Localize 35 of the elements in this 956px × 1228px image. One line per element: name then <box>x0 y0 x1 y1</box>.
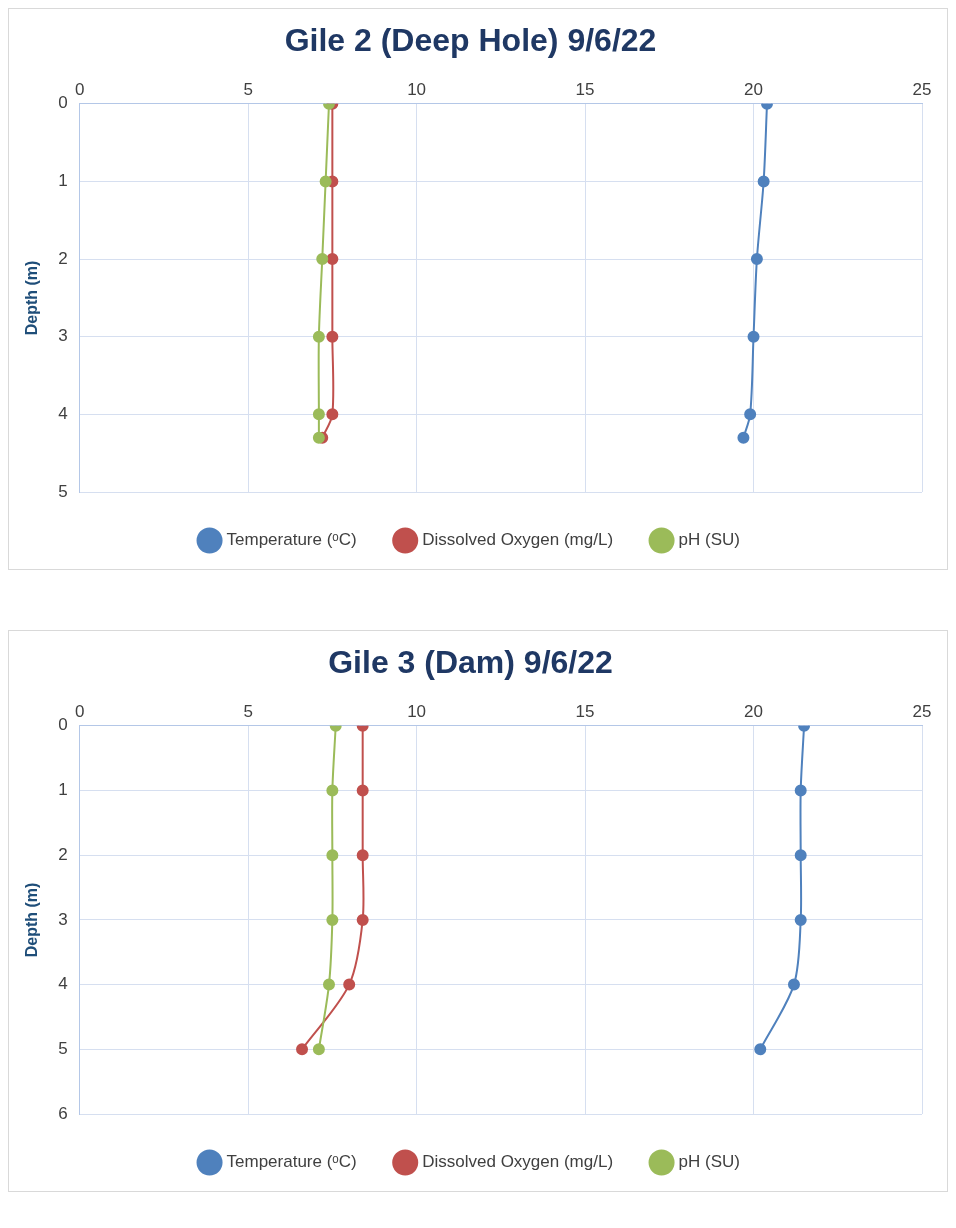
y-tick-label: 1 <box>58 780 68 800</box>
x-tick-label: 15 <box>575 80 595 100</box>
x-tick-label: 5 <box>243 80 253 100</box>
x-tick-label: 20 <box>744 80 763 100</box>
y-tick-label: 5 <box>58 481 68 501</box>
y-tick-label: 5 <box>58 1038 68 1058</box>
y-tick-label: 3 <box>58 326 68 346</box>
x-tick-label: 0 <box>74 80 85 100</box>
y-tick-label: 6 <box>58 1103 68 1123</box>
x-tick-label: 5 <box>243 702 253 722</box>
legend-label: Dissolved Oxygen (mg/L) <box>422 530 614 550</box>
y-tick-label: 4 <box>58 404 68 424</box>
x-tick-label: 20 <box>744 702 763 722</box>
y-tick-label: 1 <box>58 171 68 191</box>
y-axis-title: Depth (m) <box>23 882 41 958</box>
chart-title: Gile 2 (Deep Hole) 9/6/22 <box>284 22 657 59</box>
x-tick-label: 25 <box>912 80 932 100</box>
y-tick-label: 2 <box>58 248 68 268</box>
y-tick-label: 3 <box>58 909 68 929</box>
y-tick-label: 2 <box>58 844 68 864</box>
y-tick-label: 0 <box>58 715 68 735</box>
x-tick-label: 25 <box>912 702 932 722</box>
legend-label: Temperature (ᵒC) <box>226 530 357 550</box>
legend-label: pH (SU) <box>678 1152 740 1172</box>
y-tick-label: 4 <box>58 974 68 994</box>
legend-label: pH (SU) <box>678 530 740 550</box>
x-tick-label: 15 <box>575 702 595 722</box>
legend-label: Temperature (ᵒC) <box>226 1152 357 1172</box>
y-axis-title: Depth (m) <box>23 260 41 336</box>
x-tick-label: 10 <box>407 702 427 722</box>
y-tick-label: 0 <box>58 93 68 113</box>
x-tick-label: 10 <box>407 80 427 100</box>
chart-title: Gile 3 (Dam) 9/6/22 <box>328 644 613 681</box>
legend-label: Dissolved Oxygen (mg/L) <box>422 1152 614 1172</box>
x-tick-label: 0 <box>74 702 85 722</box>
